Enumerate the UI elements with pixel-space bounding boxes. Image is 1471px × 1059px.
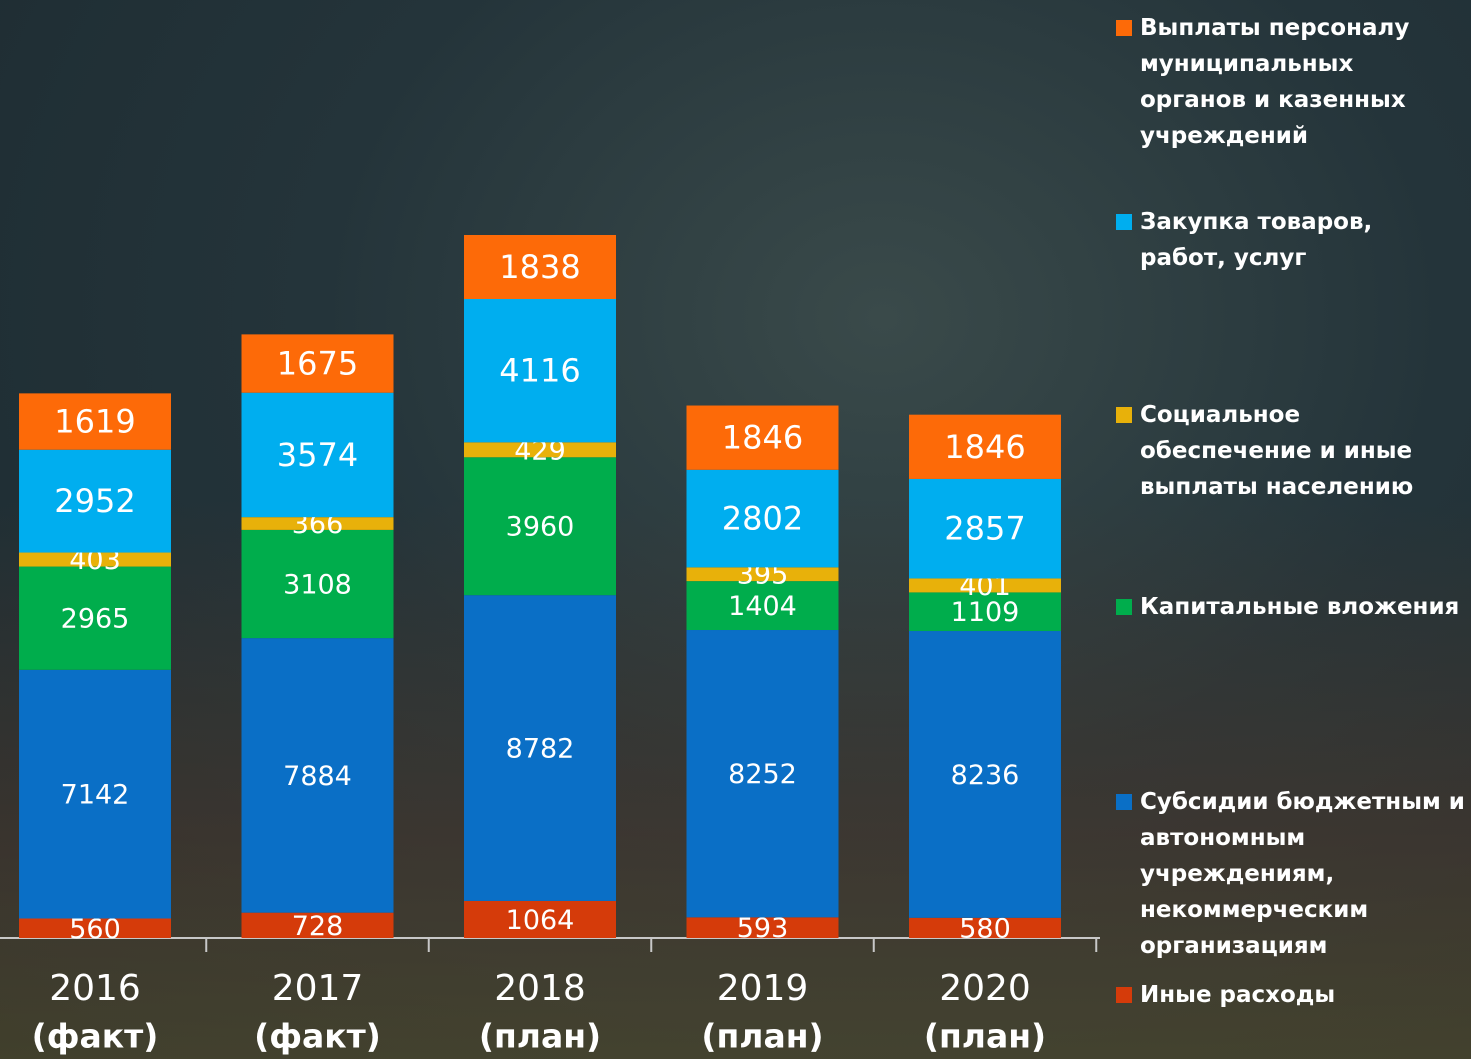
data-label: 728 [292,911,344,942]
data-label: 580 [959,913,1011,944]
data-label: 2802 [722,500,803,538]
bar-segment [241,334,394,393]
data-label: 2952 [54,482,135,520]
legend-swatch [1116,407,1132,423]
legend-label: Выплаты персоналу муниципальных органов … [1140,15,1410,149]
legend-item: Капитальные вложения [1116,589,1466,625]
x-tick-label: 2018 [494,968,586,1009]
data-label: 7884 [283,761,352,792]
bar-segment [464,442,616,458]
x-tick-sublabel: (план) [924,1017,1046,1056]
bar-segment [909,478,1061,579]
data-label: 1064 [506,905,575,936]
bar-segment [464,900,616,938]
bar-segment [464,235,616,300]
bar-segment [686,581,839,631]
x-tick-label: 2020 [939,968,1031,1009]
legend-label: Социальное обеспечение и иные выплаты на… [1140,402,1414,500]
data-label: 1675 [277,345,358,383]
bar-segment [19,669,171,919]
x-tick-sublabel: (план) [479,1017,601,1056]
legend-swatch [1116,794,1132,810]
data-label: 8782 [506,734,575,765]
bar-segment [241,912,394,938]
data-label: 3960 [506,512,575,543]
bar-segment [464,595,616,901]
bar-segment [909,592,1061,632]
bar-segment [19,449,171,553]
data-label: 1838 [499,248,580,286]
bar-segment [686,405,839,470]
legend-item: Иные расходы [1116,977,1466,1013]
bar-segment [909,578,1061,593]
bar-segment [464,299,616,443]
data-label: 1109 [951,597,1020,628]
legend-label: Субсидии бюджетным и автономным учрежден… [1140,789,1465,959]
bar-segment [241,517,394,530]
bar-segment [241,638,394,913]
data-label: 7142 [61,780,130,811]
data-label: 3108 [283,570,352,601]
legend-label: Закупка товаров, работ, услуг [1140,209,1373,271]
data-label: 8252 [728,759,797,790]
bar-segment [464,457,616,596]
legend-swatch [1116,214,1132,230]
data-label: 2857 [944,510,1025,548]
data-label: 8236 [951,760,1020,791]
data-label: 1404 [728,591,797,622]
bar-segment [19,566,171,670]
x-tick-label: 2017 [272,968,364,1009]
data-label: 1846 [944,428,1025,466]
x-tick-sublabel: (факт) [32,1017,159,1056]
bar-segment [19,918,171,938]
bar-segment [19,393,171,450]
x-tick-sublabel: (факт) [254,1017,381,1056]
bar-segment [909,631,1061,918]
data-label: 4116 [499,352,580,390]
legend-item: Закупка товаров, работ, услуг [1116,204,1466,276]
data-label: 560 [69,914,121,945]
bar-segment [909,917,1061,938]
bar-segment [686,469,839,568]
legend-swatch [1116,599,1132,615]
data-label: 593 [737,913,789,944]
x-tick-sublabel: (план) [701,1017,823,1056]
data-label: 1846 [722,419,803,457]
legend-item: Выплаты персоналу муниципальных органов … [1116,10,1466,154]
bar-segment [909,414,1061,479]
bar-segment [19,552,171,567]
bar-segment [686,917,839,938]
legend-item: Социальное обеспечение и иные выплаты на… [1116,397,1466,505]
legend-swatch [1116,987,1132,1003]
legend-swatch [1116,20,1132,36]
legend-item: Субсидии бюджетным и автономным учрежден… [1116,784,1466,964]
bar-segment [686,567,839,582]
bar-segment [686,630,839,918]
bar-segment [241,529,394,639]
bar-segment [241,392,394,518]
legend-label: Иные расходы [1140,982,1336,1008]
data-label: 3574 [277,436,358,474]
legend-label: Капитальные вложения [1140,594,1460,620]
x-tick-label: 2016 [49,968,141,1009]
data-label: 1619 [54,403,135,441]
x-tick-label: 2019 [717,968,809,1009]
data-label: 2965 [61,604,130,635]
